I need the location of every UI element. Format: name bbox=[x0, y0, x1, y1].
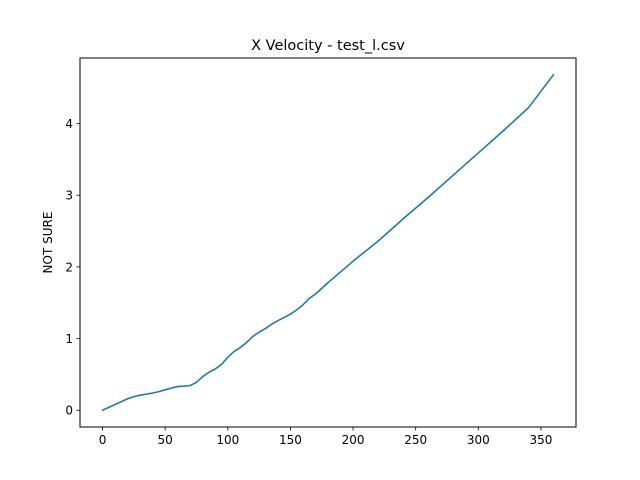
y-tick-label: 4 bbox=[65, 117, 73, 131]
x-axis-ticks: 0 50 100 150 200 250 300 350 bbox=[99, 427, 552, 447]
y-tick-label: 3 bbox=[65, 189, 73, 203]
x-tick-label: 350 bbox=[529, 433, 552, 447]
x-tick-label: 250 bbox=[404, 433, 427, 447]
x-tick-label: 0 bbox=[99, 433, 107, 447]
x-tick-label: 100 bbox=[216, 433, 239, 447]
chart-title: X Velocity - test_l.csv bbox=[251, 38, 405, 54]
y-axis-label: NOT SURE bbox=[41, 212, 55, 274]
y-tick-label: 2 bbox=[65, 260, 73, 274]
y-tick-label: 1 bbox=[65, 332, 73, 346]
x-tick-label: 200 bbox=[342, 433, 365, 447]
x-tick-label: 50 bbox=[158, 433, 173, 447]
x-tick-label: 150 bbox=[279, 433, 302, 447]
series-line bbox=[101, 73, 555, 412]
x-tick-label: 300 bbox=[467, 433, 490, 447]
series-layer bbox=[101, 73, 555, 412]
y-tick-label: 0 bbox=[65, 404, 73, 418]
y-axis-ticks: 0 1 2 3 4 bbox=[65, 117, 80, 418]
plot-area-frame bbox=[79, 57, 577, 428]
